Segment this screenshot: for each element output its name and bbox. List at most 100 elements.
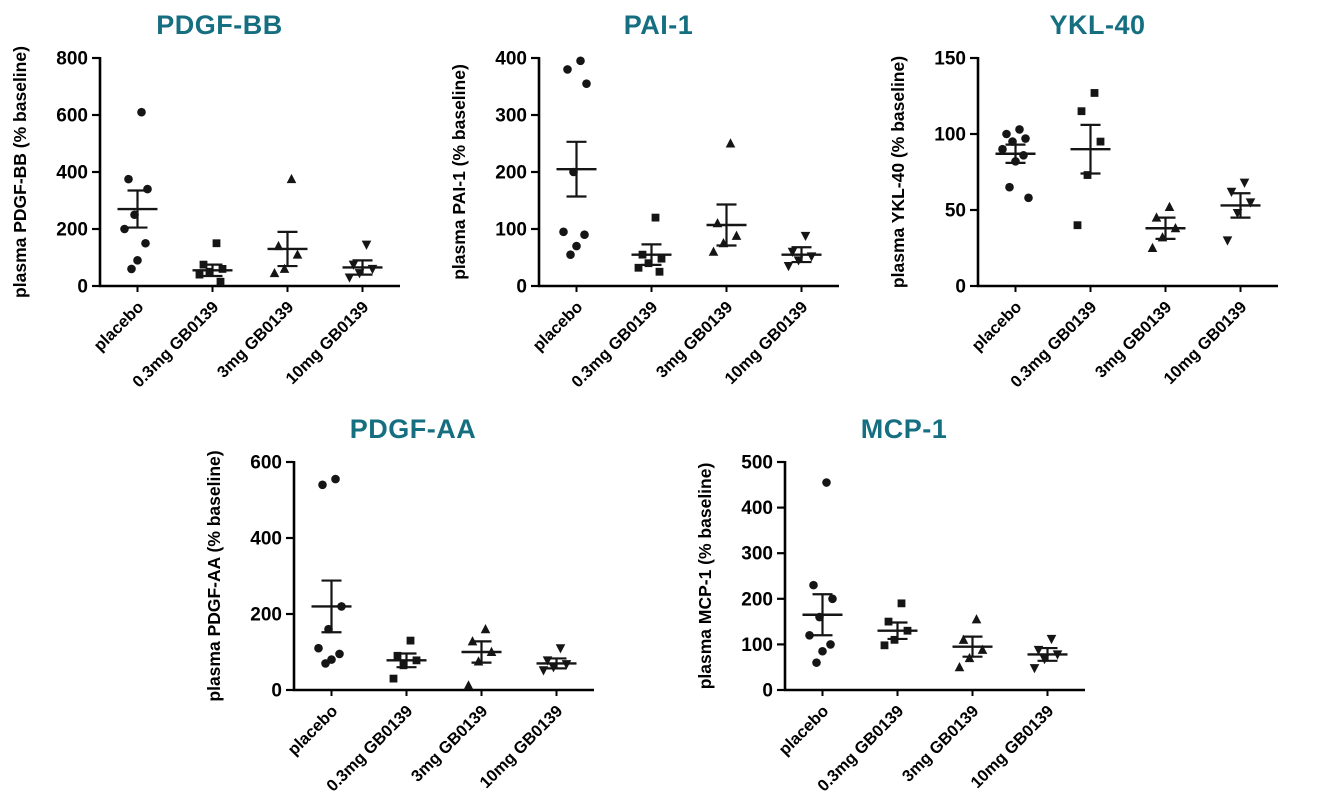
data-point-triangle-up <box>292 249 303 259</box>
data-point-square <box>218 265 227 273</box>
data-point-circle <box>827 594 837 604</box>
data-point-circle <box>127 264 136 274</box>
data-point-square <box>657 254 666 263</box>
data-point-triangle-down <box>1029 664 1039 674</box>
data-point-circle <box>323 624 333 634</box>
data-point-circle <box>808 580 818 590</box>
y-tick-label: 0 <box>516 277 527 298</box>
y-tick-label: 600 <box>250 453 282 474</box>
data-point-circle <box>336 602 346 611</box>
y-axis-label: plasma YKL-40 (% baseline) <box>888 56 908 288</box>
data-point-square <box>1096 137 1105 146</box>
data-point-triangle-up <box>708 246 719 256</box>
chart-mcp-1: MCP-1 0 100 200 300 400 500 plasma MCP-1 (% ba… <box>685 408 1124 810</box>
data-point-triangle-up <box>1147 242 1158 252</box>
y-tick-label: 600 <box>56 106 88 127</box>
data-point-square <box>1073 221 1082 230</box>
data-point-square <box>205 267 214 276</box>
y-tick-label: 100 <box>741 635 773 656</box>
data-point-triangle-down <box>548 663 558 673</box>
data-point-triangle-down <box>538 666 548 676</box>
data-point-circle <box>825 640 835 649</box>
data-point-circle <box>133 256 142 265</box>
data-point-circle <box>1015 125 1024 134</box>
data-point-triangle-up <box>958 634 968 644</box>
data-point-circle <box>330 474 340 484</box>
data-point-circle <box>317 480 327 490</box>
chart-row-bottom: PDGF-AA 0 200 400 600 plasma PDGF-AA (% base… <box>0 408 1317 810</box>
y-axis-label: plasma MCP-1 (% baseline) <box>695 463 715 690</box>
data-point-triangle-down <box>1239 178 1250 188</box>
data-point-triangle-up <box>279 263 290 273</box>
y-tick-label: 300 <box>495 106 527 127</box>
data-point-circle <box>576 56 585 66</box>
data-point-circle <box>811 658 821 667</box>
y-tick-label: 50 <box>945 201 966 222</box>
data-point-circle <box>804 630 814 640</box>
data-point-triangle-down <box>1046 634 1056 645</box>
x-category-label: placebo <box>775 702 832 759</box>
y-tick-label: 200 <box>741 589 773 610</box>
data-point-circle <box>313 643 323 653</box>
x-category-label: 3mg GB0139 <box>214 298 297 381</box>
y-tick-label: 400 <box>741 498 773 519</box>
data-point-triangle-up <box>1157 232 1168 242</box>
data-point-triangle-down <box>793 256 804 266</box>
data-point-circle <box>817 646 827 656</box>
x-category-label: placebo <box>530 298 587 355</box>
data-point-square <box>199 260 208 269</box>
data-point-triangle-up <box>1164 201 1175 211</box>
chart-pdgf-aa: PDGF-AA 0 200 400 600 plasma PDGF-AA (% base… <box>194 408 633 810</box>
data-point-circle <box>320 659 330 668</box>
data-point-triangle-down <box>800 231 811 242</box>
scatter-plot-mcp-1: 0 100 200 300 400 500 plasma MCP-1 (% baseline… <box>695 453 1085 795</box>
data-point-square <box>897 599 905 608</box>
data-point-triangle-down <box>555 644 565 654</box>
data-point-square <box>651 213 660 222</box>
y-tick-label: 0 <box>762 681 773 702</box>
chart-title: PDGF-BB <box>156 10 283 40</box>
data-point-triangle-down <box>787 247 798 257</box>
data-point-circle <box>814 612 824 622</box>
y-tick-label: 800 <box>56 49 88 70</box>
data-point-triangle-up <box>486 646 496 656</box>
y-tick-label: 500 <box>741 453 773 474</box>
data-point-triangle-up <box>1170 223 1181 233</box>
data-point-square <box>399 661 407 670</box>
scatter-plot-pdgf-bb: 0 200 400 600 800 plasma PDGF-BB (% baseline)… <box>10 46 400 391</box>
y-tick-label: 0 <box>271 681 282 702</box>
chart-pai-1: PAI-1 0 100 200 300 400 plasma PAI-1 (% basel… <box>439 4 878 406</box>
data-point-circle <box>1002 129 1011 139</box>
data-point-circle <box>572 241 581 251</box>
data-point-circle <box>1021 134 1030 143</box>
data-point-circle <box>124 174 133 184</box>
data-point-circle <box>580 230 589 239</box>
y-tick-label: 400 <box>56 163 88 184</box>
x-category-label: placebo <box>91 298 148 355</box>
x-category-label: placebo <box>969 298 1026 355</box>
data-point-triangle-down <box>542 656 552 666</box>
data-point-square <box>890 635 898 644</box>
chart-title: YKL-40 <box>1049 10 1146 40</box>
y-tick-label: 0 <box>77 277 88 298</box>
data-point-circle <box>563 65 572 74</box>
data-point-square <box>1090 89 1099 97</box>
y-tick-label: 150 <box>934 49 966 70</box>
data-point-triangle-up <box>269 267 280 278</box>
data-point-triangle-up <box>463 680 473 690</box>
data-point-square <box>884 617 892 626</box>
data-point-circle <box>998 144 1007 154</box>
data-point-circle <box>1011 157 1020 166</box>
chart-title: PDGF-AA <box>349 414 477 444</box>
data-point-triangle-down <box>344 273 355 283</box>
data-point-square <box>195 270 204 279</box>
x-category-label: placebo <box>284 702 341 759</box>
y-tick-label: 200 <box>250 605 282 626</box>
data-point-triangle-up <box>725 138 736 148</box>
y-tick-label: 100 <box>934 125 966 146</box>
data-point-triangle-down <box>354 269 365 279</box>
data-point-circle <box>566 250 575 259</box>
data-point-triangle-down <box>1052 650 1062 660</box>
data-point-square <box>212 239 221 248</box>
